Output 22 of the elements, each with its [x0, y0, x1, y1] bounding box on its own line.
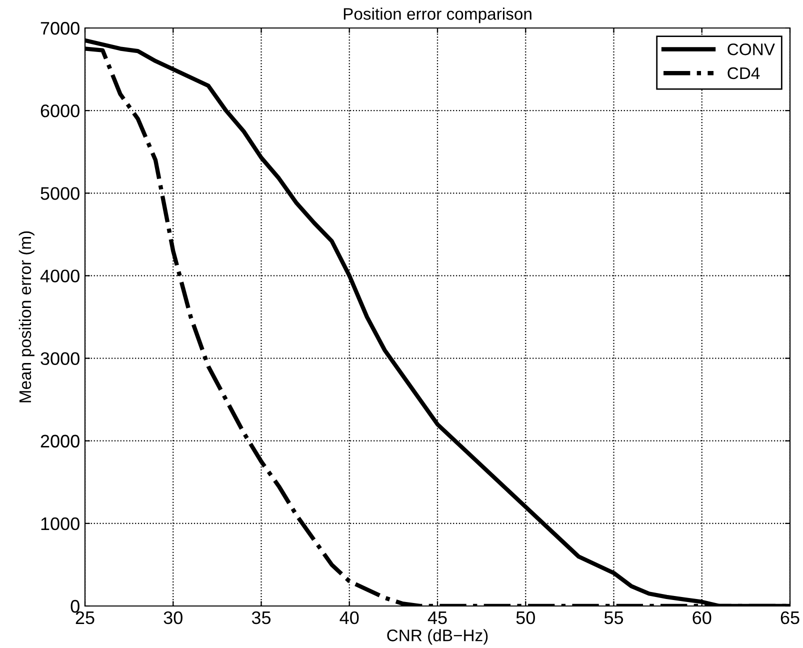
y-tick-label: 7000 — [40, 22, 80, 35]
chart-title: Position error comparison — [344, 8, 532, 24]
x-tick-label: 60 — [692, 611, 712, 624]
x-axis-title: CNR (dB−Hz) — [387, 629, 488, 645]
legend-label: CD4 — [728, 67, 760, 80]
y-tick-label: 0 — [70, 600, 80, 613]
y-tick-label: 5000 — [40, 187, 80, 200]
x-tick-label: 40 — [340, 611, 359, 624]
x-tick-label: 65 — [780, 611, 800, 624]
legend-label: CONV — [728, 43, 775, 56]
y-tick-label: 2000 — [40, 434, 80, 448]
y-tick-label: 6000 — [40, 104, 80, 118]
y-tick-label: 3000 — [40, 352, 80, 366]
y-tick-label: 4000 — [40, 270, 80, 282]
x-tick-label: 45 — [428, 612, 447, 624]
x-tick-label: 25 — [76, 611, 94, 624]
x-tick-label: 30 — [164, 611, 182, 624]
x-tick-label: 50 — [516, 611, 535, 624]
y-tick-label: 1000 — [41, 517, 80, 530]
x-tick-label: 55 — [604, 612, 624, 624]
y-axis-title: Mean position error (m) — [18, 231, 34, 402]
x-tick-label: 35 — [252, 611, 271, 624]
